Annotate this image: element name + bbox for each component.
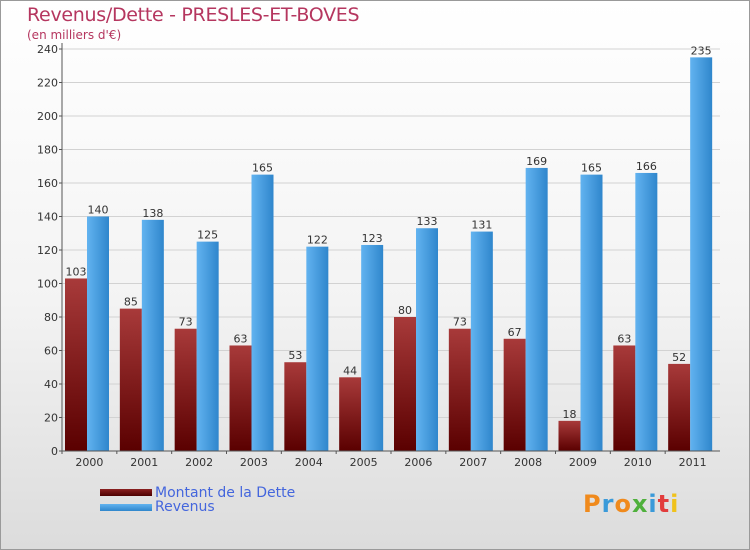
value-label-dette-2001: 85: [124, 296, 138, 309]
y-tick-label: 220: [37, 77, 58, 90]
bar-revenus-2001: [141, 219, 164, 451]
bar-revenus-2006: [416, 228, 438, 451]
x-tick-label: 2008: [514, 456, 542, 469]
bar-revenus-2003: [251, 174, 274, 451]
y-tick-label: 60: [44, 345, 58, 358]
logo-letter: x: [631, 490, 649, 518]
x-tick-label: 2009: [569, 456, 597, 469]
value-label-dette-2000: 103: [66, 265, 87, 278]
x-tick-label: 2006: [404, 456, 432, 469]
bar-dette-2008: [503, 338, 526, 451]
value-label-revenus-2000: 140: [88, 204, 109, 217]
y-tick-label: 40: [44, 378, 58, 391]
logo-letter: o: [614, 490, 632, 518]
value-label-dette-2011: 52: [672, 351, 686, 364]
bar-dette-2002: [174, 328, 197, 451]
bar-dette-2003: [229, 345, 252, 451]
value-label-revenus-2010: 166: [636, 160, 657, 173]
value-label-dette-2008: 67: [508, 326, 522, 339]
chart-title: Revenus/Dette - PRESLES-ET-BOVES: [27, 4, 360, 26]
bar-dette-2007: [448, 328, 471, 451]
x-tick-label: 2010: [624, 456, 652, 469]
value-label-dette-2010: 63: [617, 332, 631, 345]
y-tick-label: 80: [44, 311, 58, 324]
bar-revenus-2008: [525, 167, 548, 452]
bar-dette-2011: [668, 363, 691, 451]
y-tick-label: 140: [37, 211, 58, 224]
value-label-revenus-2005: 123: [362, 232, 383, 245]
y-tick-label: 100: [37, 278, 58, 291]
value-label-revenus-2001: 138: [142, 207, 163, 220]
logo-letter: P: [583, 490, 602, 518]
legend-swatch-debt: [100, 489, 152, 496]
bar-dette-2009: [558, 420, 581, 451]
x-tick-label: 2007: [459, 456, 487, 469]
value-label-dette-2007: 73: [453, 316, 467, 329]
logo-letter: i: [648, 490, 658, 518]
logo-letter: t: [657, 490, 671, 518]
x-tick-label: 2000: [75, 456, 103, 469]
bar-revenus-2007: [470, 231, 493, 451]
y-tick-label: 160: [37, 177, 58, 190]
bar-revenus-2009: [580, 174, 603, 451]
bar-dette-2005: [339, 377, 362, 451]
bar-dette-2006: [394, 317, 416, 451]
chart-subtitle: (en milliers d'€): [27, 28, 122, 42]
x-tick-label: 2005: [350, 456, 378, 469]
y-tick-label: 240: [37, 43, 58, 56]
y-tick-label: 0: [51, 445, 58, 458]
value-label-revenus-2004: 122: [307, 234, 328, 247]
bar-dette-2000: [65, 278, 87, 451]
value-label-revenus-2008: 169: [526, 155, 547, 168]
bar-revenus-2002: [196, 241, 219, 451]
bar-revenus-2010: [635, 172, 658, 451]
bar-revenus-2011: [690, 57, 713, 451]
y-tick-label: 200: [37, 110, 58, 123]
y-tick-label: 20: [44, 412, 58, 425]
value-label-revenus-2011: 235: [691, 44, 712, 57]
value-label-revenus-2009: 165: [581, 162, 602, 175]
value-label-revenus-2002: 125: [197, 229, 218, 242]
legend-label-debt: Montant de la Dette: [155, 485, 296, 501]
value-label-revenus-2007: 131: [471, 219, 492, 232]
bar-revenus-2005: [361, 244, 384, 451]
bar-dette-2010: [613, 345, 636, 451]
y-tick-label: 180: [37, 144, 58, 157]
value-label-dette-2002: 73: [179, 316, 193, 329]
x-tick-label: 2004: [295, 456, 323, 469]
bar-revenus-2000: [87, 216, 109, 451]
bar-revenus-2004: [306, 246, 329, 451]
y-tick-label: 120: [37, 244, 58, 257]
value-label-revenus-2003: 165: [252, 162, 273, 175]
value-label-dette-2005: 44: [343, 364, 357, 377]
legend-swatch-revenus: [100, 504, 152, 511]
logo-letter: r: [601, 490, 615, 518]
bar-dette-2001: [119, 308, 142, 451]
value-label-dette-2003: 63: [234, 332, 248, 345]
x-tick-label: 2003: [240, 456, 268, 469]
value-label-dette-2006: 80: [398, 304, 412, 317]
x-tick-label: 2001: [130, 456, 158, 469]
bar-dette-2004: [284, 362, 307, 451]
x-tick-label: 2002: [185, 456, 213, 469]
x-tick-label: 2011: [679, 456, 707, 469]
value-label-dette-2009: 18: [563, 408, 577, 421]
proxiti-logo: Proxiti: [583, 490, 679, 518]
value-label-dette-2004: 53: [288, 349, 302, 362]
value-label-revenus-2006: 133: [417, 215, 438, 228]
legend-label-revenus: Revenus: [155, 499, 215, 515]
logo-letter: i: [670, 490, 680, 518]
